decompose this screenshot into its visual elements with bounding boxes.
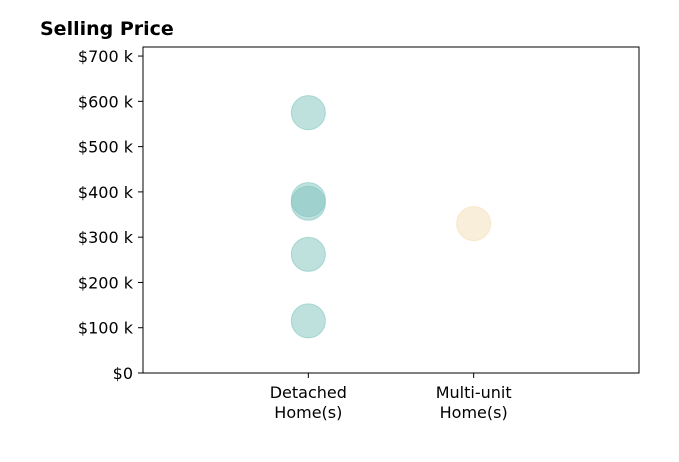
y-tick-label: $500 k [78, 138, 134, 157]
y-tick-label: $400 k [78, 183, 134, 202]
y-tick-label: $600 k [78, 92, 134, 111]
y-tick-label: $700 k [78, 47, 134, 66]
chart-title: Selling Price [40, 18, 174, 40]
x-tick-label: Home(s) [440, 403, 508, 422]
data-point [456, 206, 492, 242]
plot-area: $0 $100 k $200 k $300 k $400 k $500 k $600 k $7… [78, 46, 640, 422]
data-point [290, 236, 326, 272]
plot-frame [142, 46, 640, 374]
y-tick-label: $200 k [78, 273, 134, 292]
y-tick-label: $100 k [78, 319, 134, 338]
data-point [290, 95, 326, 131]
data-point [290, 303, 326, 339]
x-tick-label: Detached [270, 383, 347, 402]
x-tick-label: Multi-unit [436, 383, 512, 402]
y-tick-label: $300 k [78, 228, 134, 247]
x-tick-label: Home(s) [274, 403, 342, 422]
data-point [290, 185, 326, 221]
y-tick-label: $0 [113, 364, 133, 383]
